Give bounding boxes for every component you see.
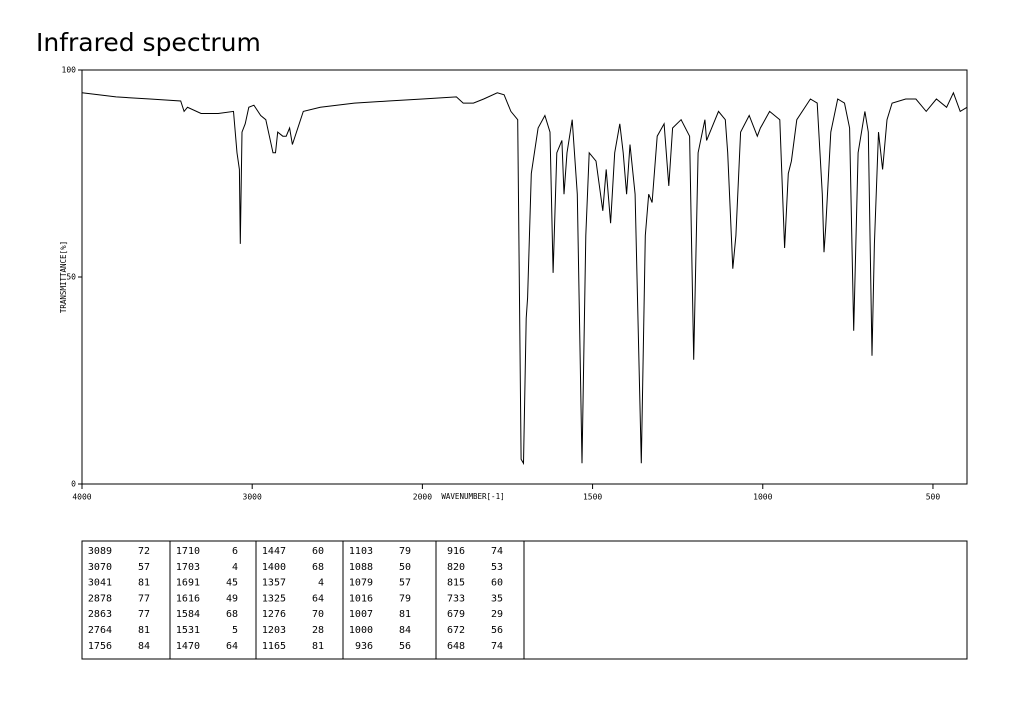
peak-wavenumber: 1079 <box>349 578 373 589</box>
peak-transmittance: 4 <box>318 578 324 589</box>
x-tick-label: 1000 <box>753 493 772 502</box>
peak-wavenumber: 1691 <box>176 578 200 589</box>
peak-wavenumber: 1088 <box>349 562 373 573</box>
peak-transmittance: 84 <box>138 641 150 652</box>
peak-wavenumber: 733 <box>447 593 465 604</box>
chart-title: Infrared spectrum <box>36 28 261 57</box>
peak-transmittance: 5 <box>232 625 238 636</box>
peak-transmittance: 74 <box>491 546 503 557</box>
peak-transmittance: 70 <box>312 609 324 620</box>
peak-transmittance: 81 <box>138 625 150 636</box>
peak-wavenumber: 2863 <box>88 609 112 620</box>
peak-wavenumber: 1357 <box>262 578 286 589</box>
peak-wavenumber: 1203 <box>262 625 286 636</box>
peak-wavenumber: 1400 <box>262 562 286 573</box>
peak-wavenumber: 1584 <box>176 609 200 620</box>
peak-transmittance: 29 <box>491 609 503 620</box>
peak-transmittance: 64 <box>312 593 324 604</box>
peak-wavenumber: 2878 <box>88 593 112 604</box>
peak-wavenumber: 1710 <box>176 546 200 557</box>
peak-wavenumber: 1016 <box>349 593 373 604</box>
peak-transmittance: 84 <box>399 625 411 636</box>
peak-wavenumber: 679 <box>447 609 465 620</box>
peak-transmittance: 81 <box>138 578 150 589</box>
peak-wavenumber: 1325 <box>262 593 286 604</box>
peak-transmittance: 35 <box>491 593 503 604</box>
x-tick-label: 2000 <box>413 493 432 502</box>
peak-wavenumber: 1007 <box>349 609 373 620</box>
y-tick-label: 0 <box>71 480 76 489</box>
peak-wavenumber: 1616 <box>176 593 200 604</box>
peak-transmittance: 28 <box>312 625 324 636</box>
peak-transmittance: 68 <box>226 609 238 620</box>
peak-wavenumber: 820 <box>447 562 465 573</box>
peak-transmittance: 81 <box>399 609 411 620</box>
peak-wavenumber: 648 <box>447 641 465 652</box>
peak-transmittance: 49 <box>226 593 238 604</box>
peak-transmittance: 45 <box>226 578 238 589</box>
peak-wavenumber: 1165 <box>262 641 286 652</box>
peak-wavenumber: 1000 <box>349 625 373 636</box>
peak-transmittance: 6 <box>232 546 238 557</box>
x-tick-label: 4000 <box>72 493 91 502</box>
peak-wavenumber: 936 <box>355 641 373 652</box>
peak-wavenumber: 916 <box>447 546 465 557</box>
peak-wavenumber: 1756 <box>88 641 112 652</box>
peak-wavenumber: 672 <box>447 625 465 636</box>
peak-wavenumber: 3070 <box>88 562 112 573</box>
spectrum-line <box>81 91 968 466</box>
peak-wavenumber: 1276 <box>262 609 286 620</box>
peak-wavenumber: 1470 <box>176 641 200 652</box>
peak-wavenumber: 1103 <box>349 546 373 557</box>
peak-transmittance: 79 <box>399 593 411 604</box>
peak-transmittance: 50 <box>399 562 411 573</box>
peak-wavenumber: 815 <box>447 578 465 589</box>
peak-wavenumber: 1447 <box>262 546 286 557</box>
peak-transmittance: 56 <box>399 641 411 652</box>
peak-transmittance: 72 <box>138 546 150 557</box>
peak-transmittance: 64 <box>226 641 238 652</box>
peak-transmittance: 79 <box>399 546 411 557</box>
peak-transmittance: 53 <box>491 562 503 573</box>
peak-wavenumber: 3089 <box>88 546 112 557</box>
y-axis-label: TRANSMITTANCE[%] <box>59 241 68 313</box>
peak-transmittance: 60 <box>491 578 503 589</box>
peak-wavenumber: 1703 <box>176 562 200 573</box>
peak-wavenumber: 1531 <box>176 625 200 636</box>
peak-transmittance: 74 <box>491 641 503 652</box>
x-tick-label: 3000 <box>243 493 262 502</box>
y-tick-label: 50 <box>66 273 76 282</box>
x-tick-label: 500 <box>926 493 941 502</box>
y-tick-label: 100 <box>62 66 77 75</box>
peak-transmittance: 57 <box>399 578 411 589</box>
peak-transmittance: 77 <box>138 593 150 604</box>
peak-transmittance: 57 <box>138 562 150 573</box>
peak-wavenumber: 2764 <box>88 625 112 636</box>
peak-transmittance: 77 <box>138 609 150 620</box>
peak-transmittance: 56 <box>491 625 503 636</box>
x-tick-label: 1500 <box>583 493 602 502</box>
peak-transmittance: 81 <box>312 641 324 652</box>
peak-wavenumber: 3041 <box>88 578 112 589</box>
x-axis-label: WAVENUMBER[-1] <box>441 492 504 501</box>
peak-transmittance: 60 <box>312 546 324 557</box>
peak-transmittance: 68 <box>312 562 324 573</box>
peak-transmittance: 4 <box>232 562 238 573</box>
